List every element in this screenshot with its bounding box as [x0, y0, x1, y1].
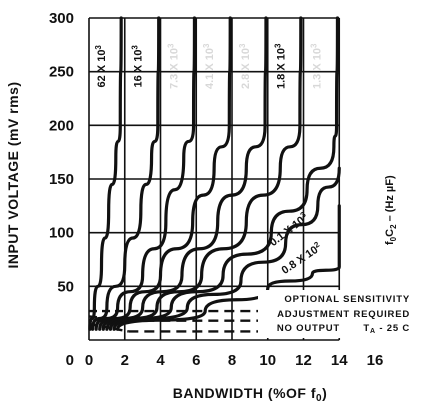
annotation-no-output: NO OUTPUT [277, 323, 340, 334]
y-tick-label-250: 250 [49, 64, 74, 81]
y-tick-label-200: 200 [49, 117, 74, 134]
curve-label-mantissa: 4.1 X 10 [204, 48, 216, 89]
curve-label-exponent: 3 [238, 43, 247, 48]
curve-label-mantissa: 62 X 10 [96, 50, 108, 88]
curve-label-3: 7.3 X 103 [166, 43, 180, 89]
curve-label-exponent: 3 [309, 43, 318, 48]
x-tick-label-6: 6 [192, 352, 200, 369]
annotation-backdrop [258, 290, 412, 338]
curve-label-mantissa: 1.3 X 10 [311, 48, 323, 89]
curve-label-4: 4.1 X 103 [202, 43, 216, 89]
dashed-threshold-lines [88, 309, 340, 333]
x-tick-label-4: 4 [156, 352, 165, 369]
dashed-line-adjustment-required [88, 315, 129, 322]
y-tick-label-0: 0 [66, 352, 74, 369]
curve-4 [98, 16, 232, 331]
curve-label-mantissa: 16 X 10 [133, 50, 145, 88]
y-tick-label-50: 50 [57, 278, 74, 295]
tick-labels: 0 2 4 6 8 10 12 14 16 0 50 100 150 200 250 300 [49, 10, 383, 369]
curve-label-6: 1.8 X 103 [274, 43, 288, 89]
x-tick-label-16: 16 [367, 352, 384, 369]
curve-label-7: 1.3 X 103 [309, 43, 323, 89]
curves [88, 16, 341, 331]
x-tick-label-2: 2 [121, 352, 129, 369]
curve-3 [94, 16, 197, 331]
curve-5 [101, 16, 268, 331]
curve-label-exponent: 3 [131, 45, 140, 50]
curve-label-exponent: 3 [299, 210, 308, 220]
y-tick-label-100: 100 [49, 225, 74, 242]
annotation-optional-sensitivity: OPTIONAL SENSITIVITY [284, 294, 410, 305]
curve-label-mantissa: 2.8 X 10 [240, 48, 252, 89]
curve-8 [112, 166, 341, 331]
annotation-adjustment-required: ADJUSTMENT REQUIRED [277, 309, 410, 320]
x-tick-label-8: 8 [228, 352, 236, 369]
x-axis-title: BANDWIDTH (%OF f0) [173, 385, 328, 404]
curve-label-exponent: 3 [274, 43, 283, 48]
curve-1 [88, 16, 123, 331]
parameter-label: f0C2 – (Hz µF) [384, 175, 398, 245]
grid [88, 17, 341, 341]
curve-2 [90, 16, 161, 331]
x-tick-label-0: 0 [85, 352, 93, 369]
annotation-temperature: TA - 25 C [363, 323, 410, 335]
curve-7 [108, 16, 340, 331]
curve-6 [105, 16, 303, 331]
curve-label-mantissa: 7.3 X 10 [168, 48, 180, 89]
x-tick-label-10: 10 [259, 352, 276, 369]
curve-label-2: 16 X 103 [131, 45, 145, 88]
dashed-line-no-output [88, 322, 129, 333]
curve-9 [116, 204, 341, 331]
y-tick-label-150: 150 [49, 171, 74, 188]
curve-label-5: 2.8 X 103 [238, 43, 252, 89]
y-axis-title: INPUT VOLTAGE (mV rms) [5, 81, 21, 268]
curve-label-exponent: 3 [202, 43, 211, 48]
curve-label-exponent: 3 [94, 45, 103, 50]
y-tick-label-300: 300 [49, 10, 74, 27]
curve-label-1: 62 X 103 [94, 45, 108, 88]
curve-label-exponent: 2 [312, 240, 321, 250]
curve-label-mantissa: 1.8 X 10 [276, 48, 288, 89]
x-tick-label-12: 12 [295, 352, 312, 369]
x-tick-label-14: 14 [331, 352, 348, 369]
curve-label-exponent: 3 [166, 43, 175, 48]
